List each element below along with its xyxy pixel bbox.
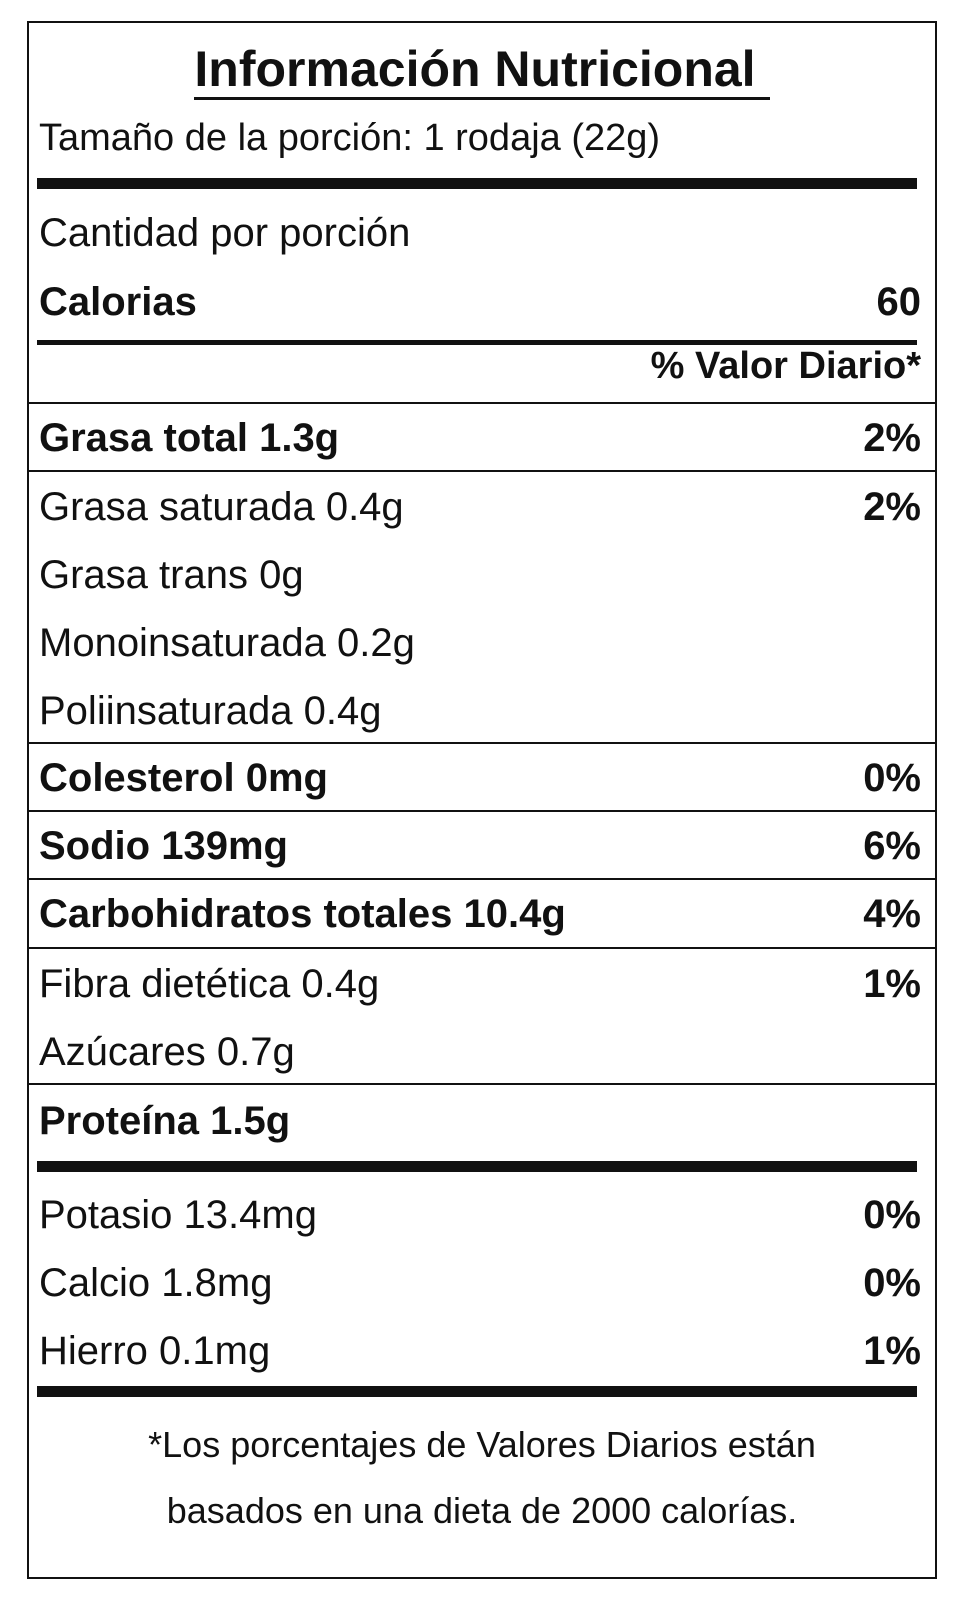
daily-value-header: % Valor Diario* — [650, 345, 921, 387]
row-divider — [29, 742, 935, 744]
amount-per-serving: Cantidad por porción — [39, 211, 411, 255]
iron-label: Hierro 0.1mg — [39, 1329, 271, 1373]
serving-size: Tamaño de la porción: 1 rodaja (22g) — [39, 117, 661, 159]
footnote-line-2: basados en una dieta de 2000 calorías. — [166, 1490, 798, 1531]
saturated-fat-dv: 2% — [863, 485, 921, 529]
label-title: Información Nutricional — [29, 39, 935, 100]
sugars-label: Azúcares 0.7g — [39, 1030, 295, 1074]
row-divider — [29, 878, 935, 880]
total-fat-dv: 2% — [863, 416, 921, 460]
monounsaturated-label: Monoinsaturada 0.2g — [39, 621, 415, 665]
fiber-dv: 1% — [863, 962, 921, 1006]
total-fat-label: Grasa total 1.3g — [39, 416, 340, 460]
row-divider — [29, 1083, 935, 1085]
thick-divider — [37, 178, 917, 189]
potassium-dv: 0% — [863, 1193, 921, 1237]
calories-label: Calorias — [39, 280, 197, 324]
row-divider — [29, 947, 935, 949]
trans-fat-label: Grasa trans 0g — [39, 553, 304, 597]
row-divider — [29, 810, 935, 812]
thick-divider — [37, 1386, 917, 1397]
sodium-dv: 6% — [863, 824, 921, 868]
iron-dv: 1% — [863, 1329, 921, 1373]
fiber-label: Fibra dietética 0.4g — [39, 962, 380, 1006]
row-divider — [29, 402, 935, 404]
protein-label: Proteína 1.5g — [39, 1099, 291, 1143]
calcium-label: Calcio 1.8mg — [39, 1261, 273, 1305]
calories-value: 60 — [876, 280, 922, 324]
thick-divider — [37, 1161, 917, 1172]
cholesterol-dv: 0% — [863, 756, 921, 800]
row-divider — [29, 470, 935, 472]
footnote-line-1: *Los porcentajes de Valores Diarios está… — [148, 1424, 816, 1465]
medium-divider — [37, 340, 917, 345]
total-carbs-dv: 4% — [863, 892, 921, 936]
cholesterol-label: Colesterol 0mg — [39, 756, 328, 800]
saturated-fat-label: Grasa saturada 0.4g — [39, 485, 404, 529]
polyunsaturated-label: Poliinsaturada 0.4g — [39, 689, 382, 733]
calcium-dv: 0% — [863, 1261, 921, 1305]
potassium-label: Potasio 13.4mg — [39, 1193, 317, 1237]
nutrition-label: Información Nutricional Tamaño de la por… — [27, 21, 937, 1579]
total-carbs-label: Carbohidratos totales 10.4g — [39, 892, 566, 936]
sodium-label: Sodio 139mg — [39, 824, 288, 868]
